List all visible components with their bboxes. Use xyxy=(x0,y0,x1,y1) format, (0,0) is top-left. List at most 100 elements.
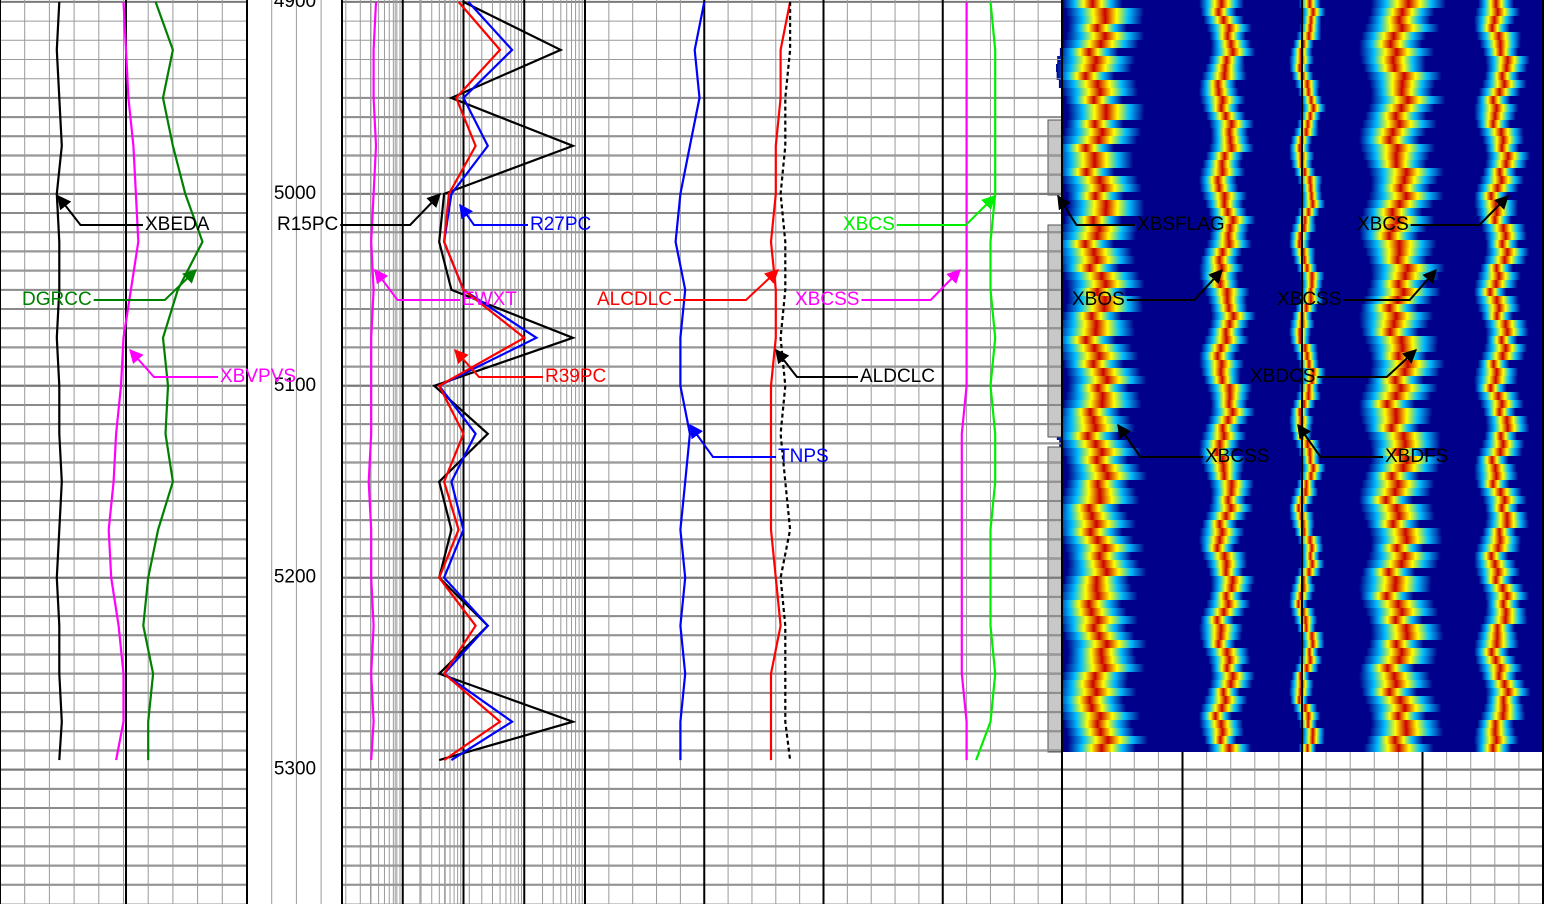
image-band xyxy=(1482,496,1527,504)
curve-label: R27PC xyxy=(530,214,591,235)
image-band xyxy=(1300,552,1320,560)
image-band xyxy=(1479,624,1515,632)
curve-label: R39PC xyxy=(545,366,606,387)
image-band xyxy=(1485,160,1528,168)
image-band xyxy=(1300,736,1325,744)
image-band xyxy=(1293,256,1316,264)
image-band xyxy=(1207,328,1245,336)
image-band xyxy=(1066,568,1147,576)
image-band xyxy=(1205,512,1247,520)
image-band xyxy=(1199,632,1242,640)
image-band xyxy=(1359,232,1419,240)
image-band xyxy=(1476,32,1522,40)
image-band xyxy=(1210,48,1256,56)
image-band xyxy=(1300,648,1319,656)
image-band xyxy=(1209,592,1244,600)
image-band xyxy=(1480,264,1513,272)
image-band xyxy=(1063,128,1142,136)
image-band xyxy=(1061,624,1127,632)
image-band xyxy=(1361,688,1417,696)
image-band xyxy=(1210,400,1248,408)
image-band xyxy=(1300,104,1326,112)
image-band xyxy=(1295,440,1321,448)
image-band xyxy=(1199,176,1237,184)
image-band xyxy=(1359,408,1433,416)
image-band xyxy=(1067,736,1148,744)
image-band xyxy=(1475,96,1511,104)
image-band xyxy=(1067,560,1140,568)
image-band xyxy=(1291,584,1316,592)
image-band xyxy=(1300,728,1325,736)
image-band xyxy=(1369,80,1436,88)
image-band xyxy=(1474,648,1510,656)
image-band xyxy=(1478,448,1523,456)
image-band xyxy=(1066,368,1141,376)
image-band xyxy=(1205,64,1246,72)
image-band xyxy=(1062,312,1122,320)
leader-line xyxy=(1126,268,1223,301)
image-band xyxy=(1370,536,1443,544)
image-band xyxy=(1205,200,1244,208)
image-band xyxy=(1200,96,1246,104)
log-curve xyxy=(674,1,706,761)
image-band xyxy=(1478,216,1512,224)
image-band xyxy=(1478,576,1514,584)
image-band xyxy=(1064,664,1145,672)
image-band xyxy=(1360,144,1435,152)
image-band xyxy=(1061,224,1138,232)
image-band xyxy=(1299,112,1321,120)
image-band xyxy=(1300,544,1324,552)
image-band xyxy=(1296,264,1318,272)
image-band xyxy=(1199,528,1245,536)
image-band xyxy=(1474,736,1519,744)
image-band xyxy=(1057,56,1136,64)
image-band xyxy=(1203,248,1242,256)
image-band xyxy=(1207,744,1252,752)
image-band xyxy=(1299,360,1320,368)
image-band xyxy=(1202,104,1240,112)
image-band xyxy=(1290,696,1309,704)
image-band xyxy=(1485,504,1519,512)
image-band xyxy=(1296,392,1321,400)
image-band xyxy=(1065,392,1140,400)
image-band xyxy=(1299,472,1323,480)
image-band xyxy=(1359,40,1422,48)
image-band xyxy=(1359,312,1434,320)
image-band xyxy=(1474,16,1515,24)
image-band xyxy=(1209,32,1246,40)
image-band xyxy=(1067,744,1136,752)
image-band xyxy=(1057,144,1114,152)
image-band xyxy=(1361,480,1435,488)
image-band xyxy=(1056,696,1124,704)
image-band xyxy=(1291,672,1310,680)
image-band xyxy=(1298,656,1323,664)
image-band xyxy=(1362,208,1423,216)
image-band xyxy=(1289,232,1312,240)
image-band xyxy=(1210,224,1250,232)
curve-label: XBCSS xyxy=(795,289,859,310)
image-band xyxy=(1298,448,1322,456)
image-band xyxy=(1485,152,1531,160)
image-band xyxy=(1478,664,1523,672)
image-band xyxy=(1201,640,1236,648)
log-curve xyxy=(975,1,997,761)
image-band xyxy=(1209,680,1253,688)
image-band xyxy=(1206,600,1251,608)
image-band xyxy=(1199,544,1235,552)
log-curve xyxy=(960,1,968,761)
image-band xyxy=(1368,616,1423,624)
image-band xyxy=(1300,16,1322,24)
image-band xyxy=(1210,136,1250,144)
image-band xyxy=(1199,360,1245,368)
image-band xyxy=(1485,696,1522,704)
image-band xyxy=(1065,8,1145,16)
image-band xyxy=(1370,88,1433,96)
leader-line xyxy=(1317,349,1418,378)
image-band xyxy=(1202,552,1247,560)
image-band xyxy=(1364,24,1440,32)
leader-line xyxy=(673,269,780,301)
image-band xyxy=(1067,288,1127,296)
image-band xyxy=(1363,512,1435,520)
image-band xyxy=(1210,672,1255,680)
image-band xyxy=(1067,208,1145,216)
